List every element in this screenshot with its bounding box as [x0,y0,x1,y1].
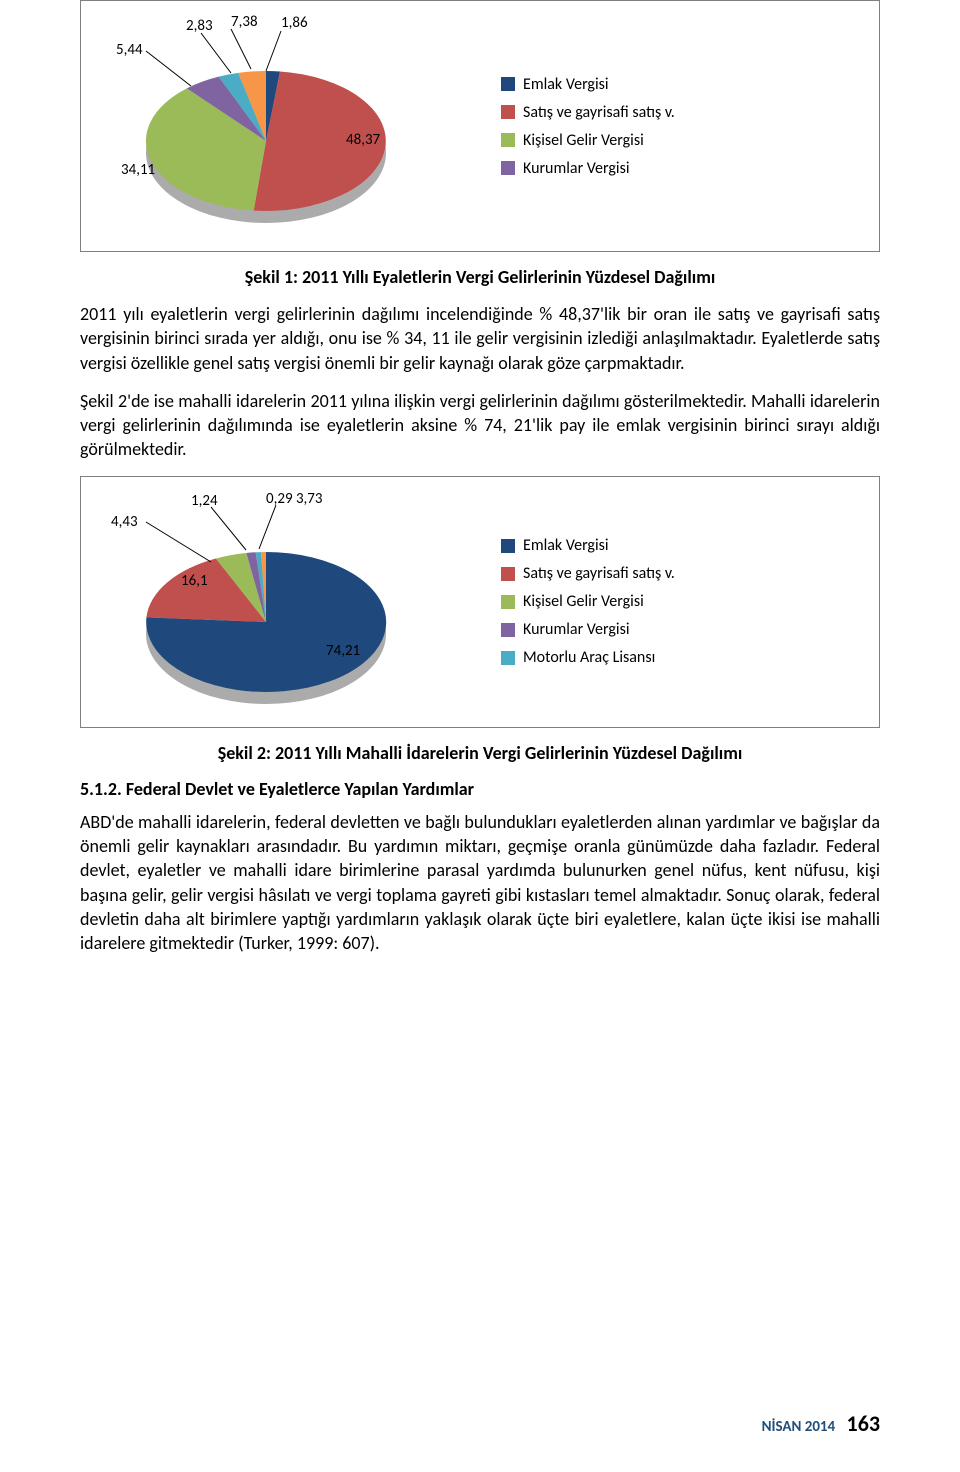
legend-item: Satış ve gayrisafi satış v. [501,103,869,122]
legend-swatch [501,105,515,119]
chart1-container: 1,86 48,37 34,11 5,44 2,83 7,38 Emlak Ve… [80,0,880,252]
legend-text: Satış ve gayrisafi satış v. [523,564,675,583]
legend-swatch [501,623,515,637]
legend-item: Kişisel Gelir Vergisi [501,131,869,150]
chart1-pie-area: 1,86 48,37 34,11 5,44 2,83 7,38 [91,11,471,241]
chart1-label-extra2: 7,38 [231,13,258,31]
legend-item: Emlak Vergisi [501,536,869,555]
footer-page: 163 [847,1410,880,1437]
chart1-inner: 1,86 48,37 34,11 5,44 2,83 7,38 Emlak Ve… [91,11,869,241]
chart2-label-satis: 16,1 [181,572,208,590]
section-heading: 5.1.2. Federal Devlet ve Eyaletlerce Yap… [80,778,880,800]
footer-month: NİSAN 2014 [762,1418,836,1436]
legend-text: Emlak Vergisi [523,75,609,94]
legend-item: Kurumlar Vergisi [501,620,869,639]
chart2-label-kisisel: 4,43 [111,513,138,531]
legend-item: Emlak Vergisi [501,75,869,94]
legend-item: Kişisel Gelir Vergisi [501,592,869,611]
legend-swatch [501,133,515,147]
chart2-inner: 74,21 16,1 4,43 1,24 0,29 3,73 Emlak Ver… [91,487,869,717]
chart1-label-satis: 48,37 [346,131,380,149]
legend-swatch [501,161,515,175]
chart1-label-kurumlar: 5,44 [116,41,143,59]
paragraph-2: Şekil 2'de ise mahalli idarelerin 2011 y… [80,389,880,462]
page-footer: NİSAN 2014 163 [762,1410,880,1437]
legend-item: Kurumlar Vergisi [501,159,869,178]
chart2-caption: Şekil 2: 2011 Yıllı Mahalli İdarelerin V… [80,742,880,764]
chart1-caption: Şekil 1: 2011 Yıllı Eyaletlerin Vergi Ge… [80,266,880,288]
chart2-legend: Emlak Vergisi Satış ve gayrisafi satış v… [471,527,869,676]
chart2-container: 74,21 16,1 4,43 1,24 0,29 3,73 Emlak Ver… [80,476,880,728]
legend-text: Kişisel Gelir Vergisi [523,131,644,150]
paragraph-1: 2011 yılı eyaletlerin vergi gelirlerinin… [80,302,880,375]
chart1-label-emlak: 1,86 [281,14,308,32]
legend-text: Satış ve gayrisafi satış v. [523,103,675,122]
chart2-pie-area: 74,21 16,1 4,43 1,24 0,29 3,73 [91,487,471,717]
legend-text: Motorlu Araç Lisansı [523,648,655,667]
legend-swatch [501,539,515,553]
chart2-label-emlak: 74,21 [326,642,360,660]
chart1-label-kisisel: 34,11 [121,161,155,179]
legend-swatch [501,651,515,665]
legend-text: Kurumlar Vergisi [523,620,630,639]
legend-item: Motorlu Araç Lisansı [501,648,869,667]
legend-swatch [501,77,515,91]
chart1-legend: Emlak Vergisi Satış ve gayrisafi satış v… [471,66,869,187]
chart2-label-kurumlar: 1,24 [191,492,218,510]
legend-swatch [501,595,515,609]
legend-text: Emlak Vergisi [523,536,609,555]
legend-text: Kurumlar Vergisi [523,159,630,178]
legend-text: Kişisel Gelir Vergisi [523,592,644,611]
legend-swatch [501,567,515,581]
chart1-label-extra1: 2,83 [186,17,213,35]
legend-item: Satış ve gayrisafi satış v. [501,564,869,583]
paragraph-3: ABD'de mahalli idarelerin, federal devle… [80,810,880,956]
chart2-label-motorlu: 0,29 3,73 [266,490,323,508]
